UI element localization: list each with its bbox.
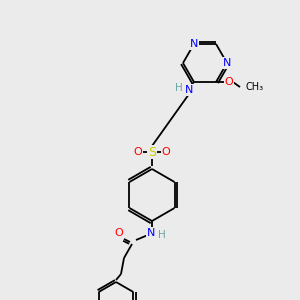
Text: CH₃: CH₃ <box>245 82 263 92</box>
Text: O: O <box>134 147 142 157</box>
Text: S: S <box>148 146 156 158</box>
Text: H: H <box>158 230 166 240</box>
Text: N: N <box>147 228 155 238</box>
Text: O: O <box>162 147 170 157</box>
Text: N: N <box>223 58 231 68</box>
Text: O: O <box>115 228 123 238</box>
Text: H: H <box>175 83 183 93</box>
Text: N: N <box>185 85 193 95</box>
Text: N: N <box>190 39 198 49</box>
Text: O: O <box>225 77 233 87</box>
